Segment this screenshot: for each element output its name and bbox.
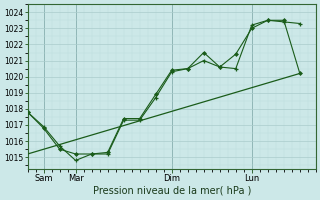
X-axis label: Pression niveau de la mer( hPa ): Pression niveau de la mer( hPa ) <box>92 186 251 196</box>
